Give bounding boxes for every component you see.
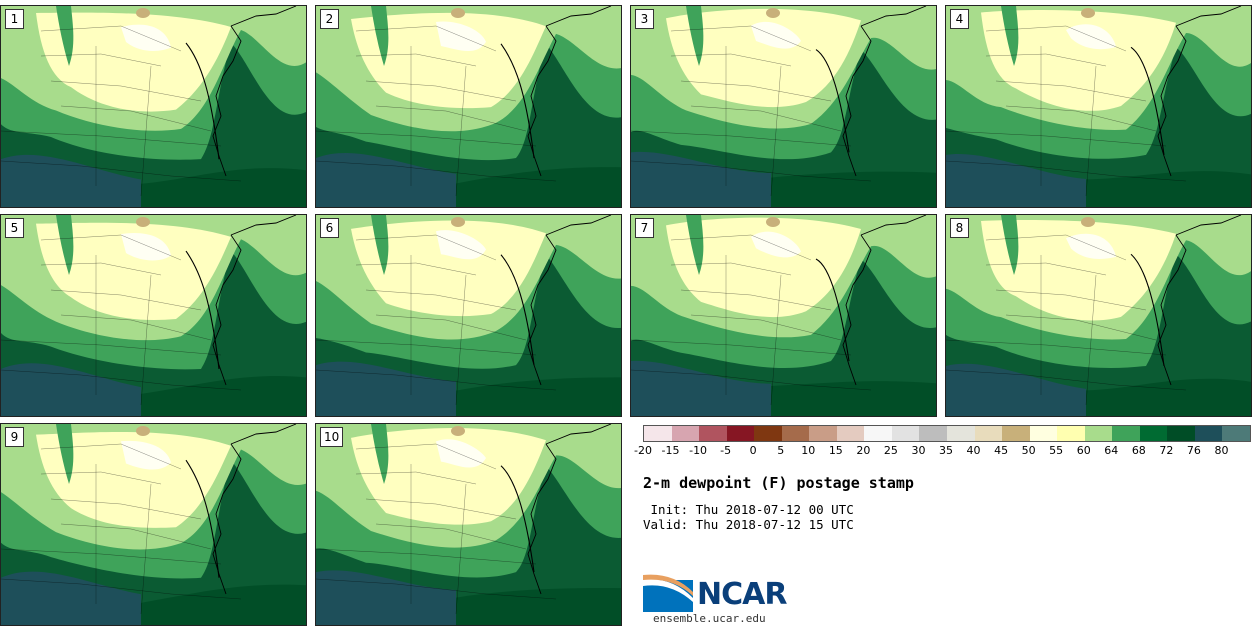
colorbar-tick-label: 64 xyxy=(1104,444,1119,457)
panel-number-label: 4 xyxy=(950,9,969,29)
map-panel: 10 xyxy=(315,423,622,626)
colorbar-tick-label: 20 xyxy=(856,444,871,457)
colorbar-ticks: -20 -15 -10 -5 0 5 10 15 20 25 30 35 40 45 50 55 60 64 68 7… xyxy=(634,444,1249,458)
colorbar-tick-label: -5 xyxy=(720,444,732,457)
map-panel: 9 xyxy=(0,423,307,626)
map-panel: 1 xyxy=(0,5,307,208)
colorbar-swatch xyxy=(919,426,948,441)
colorbar-swatch xyxy=(671,426,700,441)
colorbar-tick-label: 40 xyxy=(966,444,981,457)
map-panel: 8 xyxy=(945,214,1252,417)
panel-number-label: 10 xyxy=(320,427,344,447)
colorbar-swatch xyxy=(1084,426,1113,441)
colorbar-swatch xyxy=(974,426,1003,441)
map-panel: 5 xyxy=(0,214,307,417)
colorbar-swatch xyxy=(699,426,727,441)
colorbar-tick-label: 80 xyxy=(1214,444,1229,457)
colorbar-swatch xyxy=(1167,426,1195,441)
colorbar-swatch xyxy=(947,426,975,441)
colorbar-swatch xyxy=(754,426,782,441)
colorbar-swatch xyxy=(1222,426,1251,441)
site-url: ensemble.ucar.edu xyxy=(653,612,766,625)
colorbar-tick-label: 0 xyxy=(749,444,757,457)
ncar-logo: NCAR xyxy=(643,568,803,618)
colorbar-tick-label: 68 xyxy=(1131,444,1146,457)
colorbar-swatch xyxy=(891,426,920,441)
colorbar-tick-label: 72 xyxy=(1159,444,1174,457)
colorbar-tick-label: 5 xyxy=(777,444,785,457)
colorbar-swatch xyxy=(644,426,672,441)
colorbar-tick-label: 76 xyxy=(1186,444,1201,457)
panel-number-label: 1 xyxy=(5,9,24,29)
colorbar-tick-label: -10 xyxy=(689,444,708,457)
colorbar-swatch xyxy=(781,426,810,441)
colorbar-tick-label: 55 xyxy=(1049,444,1064,457)
colorbar-tick-label: 15 xyxy=(828,444,843,457)
colorbar-swatch xyxy=(1139,426,1168,441)
panel-number-label: 5 xyxy=(5,218,24,238)
panel-number-label: 2 xyxy=(320,9,339,29)
panel-number-label: 8 xyxy=(950,218,969,238)
colorbar-swatch xyxy=(864,426,892,441)
panel-number-label: 3 xyxy=(635,9,654,29)
colorbar-swatch xyxy=(1002,426,1030,441)
colorbar-tick-label: -15 xyxy=(661,444,680,457)
colorbar-swatch xyxy=(1057,426,1085,441)
colorbar-swatch xyxy=(726,426,755,441)
colorbar-tick-label: 30 xyxy=(911,444,926,457)
colorbar-tick-label: 50 xyxy=(1021,444,1036,457)
panel-number-label: 6 xyxy=(320,218,339,238)
valid-time: Valid: Thu 2018-07-12 15 UTC xyxy=(643,517,854,532)
colorbar-tick-label: 60 xyxy=(1076,444,1091,457)
panel-number-label: 9 xyxy=(5,427,24,447)
colorbar-swatch xyxy=(809,426,837,441)
colorbar-swatch xyxy=(836,426,865,441)
map-panel: 2 xyxy=(315,5,622,208)
colorbar-swatch xyxy=(1029,426,1058,441)
chart-title: 2-m dewpoint (F) postage stamp xyxy=(643,474,914,492)
colorbar-swatch xyxy=(1194,426,1223,441)
map-panel: 6 xyxy=(315,214,622,417)
colorbar-tick-label: 25 xyxy=(883,444,898,457)
map-panel: 4 xyxy=(945,5,1252,208)
colorbar-swatch xyxy=(1112,426,1140,441)
ncar-logo-text: NCAR xyxy=(697,577,787,612)
colorbar-tick-label: -20 xyxy=(634,444,652,457)
init-time: Init: Thu 2018-07-12 00 UTC xyxy=(643,502,854,517)
colorbar-tick-label: 45 xyxy=(994,444,1009,457)
map-panel: 3 xyxy=(630,5,937,208)
colorbar xyxy=(643,425,1251,442)
panel-number-label: 7 xyxy=(635,218,654,238)
colorbar-tick-label: 35 xyxy=(939,444,953,457)
ncar-logo-icon xyxy=(643,574,693,612)
map-panel: 7 xyxy=(630,214,937,417)
colorbar-tick-label: 10 xyxy=(801,444,816,457)
